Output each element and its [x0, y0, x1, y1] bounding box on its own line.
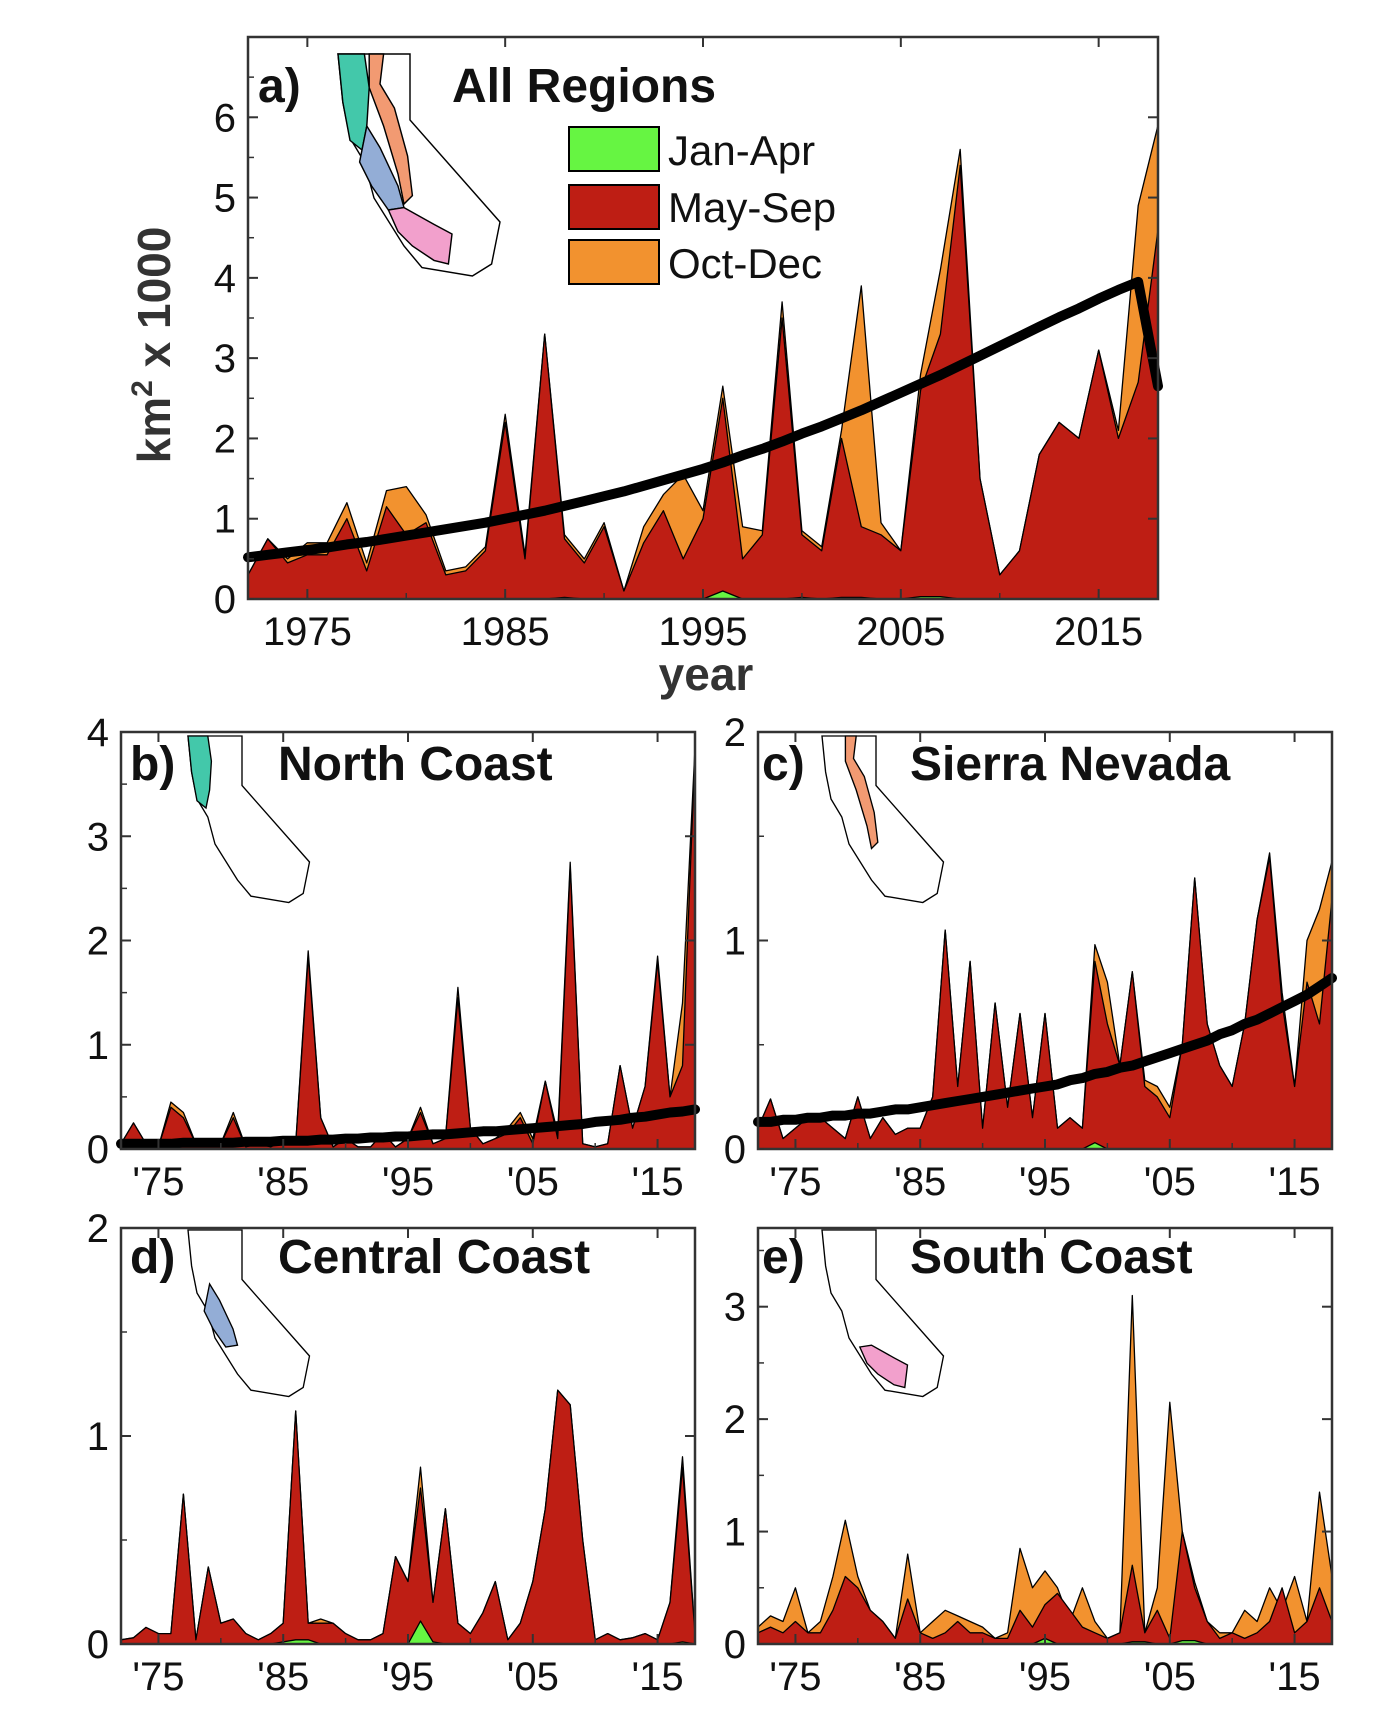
x-tick-label-e: '05 — [1144, 1655, 1196, 1699]
x-tick-label-b: '85 — [257, 1160, 309, 1204]
x-tick-label-c: '85 — [894, 1160, 946, 1204]
california-map-north-coast — [187, 735, 311, 904]
panel-north-coast: 0 1 2 3 4 '75 '85 '95 '05 '15 b) North Coast — [87, 711, 700, 1204]
panel-label-a: a) — [258, 60, 301, 113]
x-tick-label-d: '15 — [631, 1655, 683, 1699]
y-tick-label-a: 0 — [214, 578, 236, 622]
area-may-sep-c — [757, 856, 1333, 1150]
panel-sierra-nevada: 0 1 2 '75 '85 '95 '05 '15 c) Sierra Nevada — [724, 711, 1337, 1204]
panel-label-c: c) — [762, 738, 805, 791]
y-tick-label-d: 1 — [87, 1415, 109, 1459]
x-tick-label-c: '95 — [1019, 1160, 1071, 1204]
panel-title-central-coast: Central Coast — [278, 1231, 590, 1284]
y-tick-label-e: 0 — [724, 1623, 746, 1667]
x-tick-label-a: 1985 — [461, 610, 550, 654]
x-tick-label-a: 1975 — [263, 610, 352, 654]
california-map-south-coast — [821, 1229, 945, 1398]
y-tick-label-d: 0 — [87, 1623, 109, 1667]
california-map-central-coast — [187, 1229, 311, 1398]
panel-all-regions: 0 1 2 3 4 5 6 1975 1985 1995 2005 2015 Jan-Apr May-… — [126, 35, 1163, 700]
panel-title-north-coast: North Coast — [278, 738, 553, 791]
panel-label-b: b) — [130, 738, 175, 791]
x-tick-label-c: '15 — [1268, 1160, 1320, 1204]
california-map-sierra-nevada — [821, 735, 945, 904]
y-axis-label: km2 x 1000 — [126, 227, 180, 464]
panel-title-south-coast: South Coast — [910, 1231, 1193, 1284]
y-tick-label-b: 2 — [87, 920, 109, 964]
panel-label-d: d) — [130, 1231, 175, 1284]
x-tick-label-b: '05 — [507, 1160, 559, 1204]
x-tick-label-a: 2005 — [856, 610, 945, 654]
y-tick-label-b: 3 — [87, 815, 109, 859]
legend-label-oct-dec: Oct-Dec — [668, 240, 822, 287]
y-tick-label-e: 2 — [724, 1398, 746, 1442]
trend-line-c — [753, 973, 1337, 1127]
y-tick-label-b: 1 — [87, 1024, 109, 1068]
y-tick-label-c: 1 — [724, 920, 746, 964]
x-tick-label-b: '95 — [382, 1160, 434, 1204]
area-may-sep-a — [247, 164, 1159, 600]
trend-line-b — [116, 1104, 700, 1149]
legend-label-jan-apr: Jan-Apr — [668, 127, 815, 174]
y-tick-label-a: 6 — [214, 96, 236, 140]
y-tick-label-e: 1 — [724, 1511, 746, 1555]
panel-title-all-regions: All Regions — [452, 60, 716, 113]
y-tick-label-b: 0 — [87, 1128, 109, 1172]
y-tick-label-a: 2 — [214, 417, 236, 461]
x-axis-label: year — [659, 648, 754, 700]
trend-line-a — [243, 276, 1163, 563]
x-tick-label-d: '05 — [507, 1655, 559, 1699]
y-tick-label-d: 2 — [87, 1207, 109, 1251]
area-may-sep-d — [120, 1389, 696, 1645]
panel-label-e: e) — [762, 1231, 805, 1284]
x-tick-label-d: '95 — [382, 1655, 434, 1699]
panel-south-coast: 0 1 2 3 '75 '85 '95 '05 '15 e) South Coast — [724, 1226, 1334, 1699]
y-tick-label-a: 1 — [214, 498, 236, 542]
y-tick-label-e: 3 — [724, 1286, 746, 1330]
legend-swatch-jan-apr — [568, 126, 660, 172]
x-tick-label-d: '85 — [257, 1655, 309, 1699]
panel-central-coast: 0 1 2 '75 '85 '95 '05 '15 d) Central Coast — [87, 1207, 697, 1699]
area-may-sep-e — [757, 1530, 1333, 1645]
y-tick-label-b: 4 — [87, 711, 109, 755]
legend-swatch-may-sep — [568, 184, 660, 230]
legend: Jan-Apr May-Sep Oct-Dec — [568, 126, 836, 287]
y-tick-label-c: 2 — [724, 711, 746, 755]
legend-swatch-oct-dec — [568, 239, 660, 285]
panel-title-sierra-nevada: Sierra Nevada — [910, 738, 1231, 791]
x-tick-label-e: '15 — [1268, 1655, 1320, 1699]
x-tick-label-e: '85 — [894, 1655, 946, 1699]
x-tick-label-b: '75 — [132, 1160, 184, 1204]
y-tick-label-a: 4 — [214, 257, 236, 301]
x-tick-label-b: '15 — [631, 1160, 683, 1204]
y-tick-label-a: 5 — [214, 177, 236, 221]
x-tick-label-e: '95 — [1019, 1655, 1071, 1699]
x-tick-label-a: 2015 — [1054, 610, 1143, 654]
x-tick-label-c: '05 — [1144, 1160, 1196, 1204]
legend-label-may-sep: May-Sep — [668, 184, 836, 231]
y-tick-label-c: 0 — [724, 1128, 746, 1172]
x-tick-label-e: '75 — [769, 1655, 821, 1699]
x-tick-label-c: '75 — [769, 1160, 821, 1204]
x-tick-label-d: '75 — [132, 1655, 184, 1699]
california-map-all-regions — [337, 53, 501, 277]
x-tick-label-a: 1995 — [659, 610, 748, 654]
y-tick-label-a: 3 — [214, 337, 236, 381]
